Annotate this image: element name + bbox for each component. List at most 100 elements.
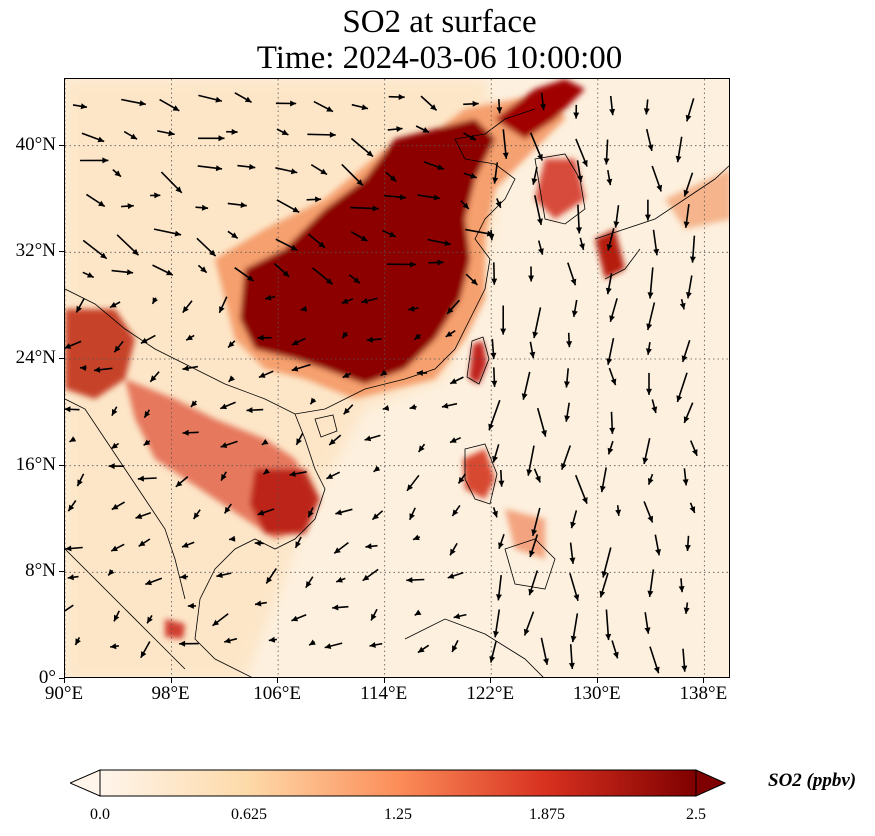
wind-arrow-head [414,609,422,616]
wind-arrow-head [372,205,379,212]
wind-arrow-head [65,406,71,413]
wind-arrow-head [414,333,421,340]
wind-arrow-head [605,287,612,295]
wind-arrow-head [642,457,649,464]
wind-arrow-head [216,572,223,578]
wind-arrow-head [422,127,430,133]
wind-arrow-head [416,370,423,376]
wind-arrow-head [396,126,403,132]
wind-arrow-head [643,108,650,115]
wind-arrow-head [144,411,151,418]
coast-sumatra [65,548,186,670]
wind-arrow-head [308,510,314,518]
wind-arrow-head [493,631,499,638]
wind-arrow-head [453,613,461,620]
wind-arrow-head [290,100,297,107]
wind-arrow-head [502,152,509,159]
lon-tick-mark [703,678,705,683]
wind-arrow-head [147,616,153,624]
wind-arrow-head [610,378,617,386]
wind-arrow-head [605,633,612,641]
wind-arrow-head [263,468,270,475]
wind-arrow-head [77,479,83,487]
wind-arrow-head [172,105,180,111]
lat-tick-label: 16°N [15,453,56,475]
lon-tick-label: 106°E [253,683,301,704]
lon-tick-mark [490,678,492,683]
wind-arrow-head [492,455,498,463]
wind-arrow-head [152,297,158,304]
wind-arrow-head [229,535,236,542]
colorbar-tick-label: 0.625 [231,806,267,823]
wind-arrow-head [488,234,495,241]
lon-tick-mark [170,678,172,683]
colorbar-tick-label: 1.875 [529,806,565,823]
wind-arrow-head [615,509,622,516]
wind-arrow-head [356,179,363,186]
wind-arrow-head [528,588,535,596]
wind-arrow-head [353,277,360,284]
wind-arrow-head [678,586,685,593]
wind-arrow-head [138,540,146,547]
coast-indochina [194,413,326,677]
wind-arrow-head [365,543,372,550]
wind-arrow-head [326,278,333,285]
wind-arrow-head [430,104,437,111]
wind-arrow-head [255,600,262,607]
wind-arrow-head [537,153,543,161]
wind-arrow-head [145,579,152,586]
wind-arrow-head [566,341,573,348]
wind-arrow-head [343,407,350,415]
wind-arrow-head [526,469,533,476]
wind-arrow-head [342,372,350,378]
wind-arrow-head [135,513,143,519]
wind-arrow-head [490,352,497,359]
so2-map [65,79,729,677]
wind-arrow-head [569,557,576,564]
lon-tick-label: 138°E [679,683,728,704]
wind-arrow-head [450,548,456,556]
wind-arrow-head [110,301,117,308]
wind-arrow-head [372,513,379,520]
colorbar [70,769,726,797]
wind-arrow-head [582,159,588,167]
wind-arrow-head [318,241,325,248]
lon-tick-mark [277,678,279,683]
wind-arrow-head [601,571,608,578]
wind-arrow-head [371,613,377,621]
wind-arrow-head [389,231,396,237]
wind-arrow-head [447,573,455,579]
wind-arrow-head [498,480,505,487]
wind-arrow-head [529,351,536,359]
wind-arrow-head [606,244,613,251]
wind-arrow-head [97,136,105,143]
wind-arrow-head [132,248,139,256]
wind-arrow-head [609,427,616,434]
wind-arrow-head [220,403,227,410]
wind-arrow-head [523,628,530,636]
wind-arrow-head [399,194,407,201]
wind-arrow-head [418,445,425,452]
wind-arrow-head [647,515,654,523]
lat-tick-label: 24°N [15,347,56,368]
wind-arrow-head [492,177,499,184]
wind-arrow-head [329,438,336,445]
figure-subtitle-time: Time: 2024-03-06 10:00:00 [256,40,623,76]
wind-arrow-head [644,627,651,634]
wind-arrow-head [599,485,606,493]
wind-arrow-head [613,221,620,228]
wind-arrow-head [398,94,405,100]
wind-arrow-head [564,415,571,422]
wind-arrow-head [94,366,101,373]
wind-arrow-head [111,545,118,552]
figure-title: SO2 at surface [342,4,537,40]
wind-arrow-head [492,510,498,518]
wind-arrow-head [681,665,688,672]
coast-korea [534,153,586,225]
wind-arrow-head [310,397,317,405]
wind-arrow-head [531,178,538,185]
so2-taiwan [469,341,487,384]
wind-arrow-head [108,463,115,470]
wind-arrow-head [182,429,189,436]
wind-arrow-head [219,306,225,313]
